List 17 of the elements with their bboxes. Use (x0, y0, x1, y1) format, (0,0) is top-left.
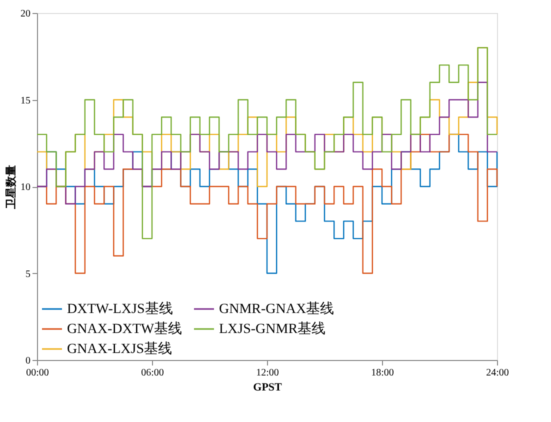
legend-label: LXJS-GNMR基线 (219, 321, 326, 337)
x-tick-label: 06:00 (141, 368, 164, 378)
x-tick-label: 12:00 (256, 368, 279, 378)
legend-label: GNMR-GNAX基线 (219, 301, 334, 317)
x-tick-label: 00:00 (26, 368, 49, 378)
y-tick-label: 15 (20, 95, 30, 106)
legend-label: DXTW-LXJS基线 (67, 301, 173, 317)
y-axis-title: 卫星数量 (4, 165, 18, 210)
y-tick-label: 20 (20, 8, 30, 20)
legend-label: GNAX-DXTW基线 (67, 321, 182, 337)
y-tick-label: 10 (20, 182, 30, 193)
legend-label: GNAX-LXJS基线 (67, 341, 172, 357)
y-tick-label: 0 (26, 356, 30, 366)
x-tick-label: 18:00 (371, 368, 394, 378)
x-axis-title: GPST (253, 382, 283, 394)
x-tick-label: 24:00 (486, 368, 509, 378)
y-tick-label: 5 (26, 268, 30, 280)
